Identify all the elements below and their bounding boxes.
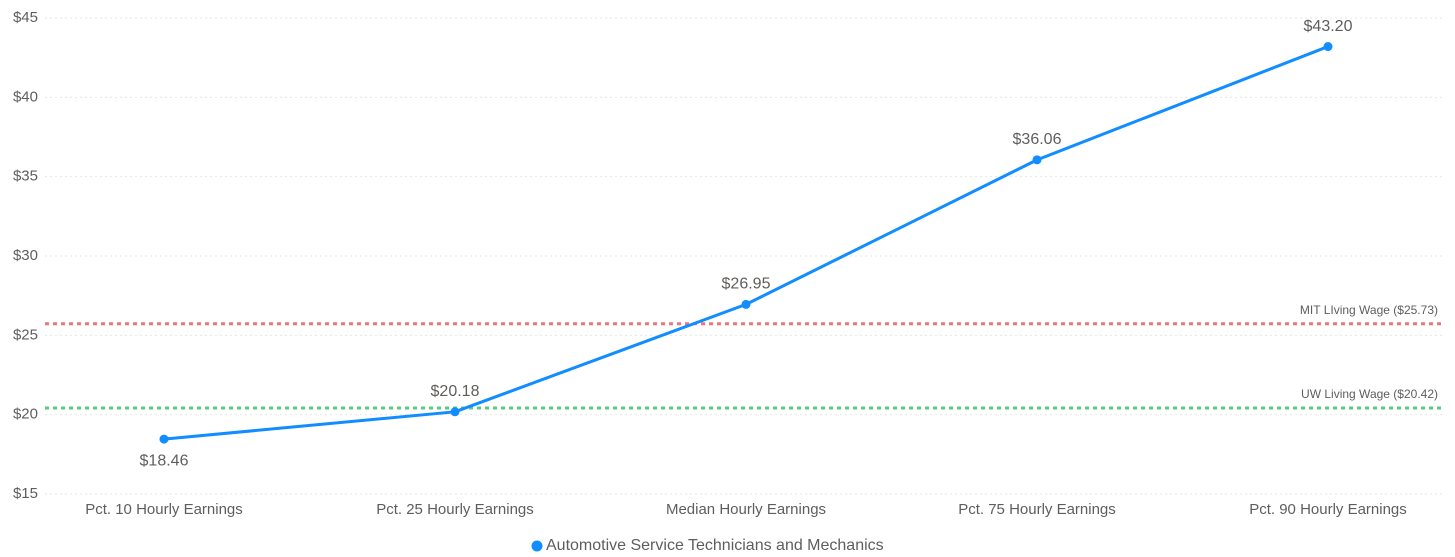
x-tick-label: Pct. 25 Hourly Earnings [376,501,534,518]
y-tick-label: $25 [13,326,38,343]
data-label: $43.20 [1304,18,1353,35]
y-tick-label: $15 [13,485,38,502]
x-tick-label: Pct. 90 Hourly Earnings [1249,501,1407,518]
data-point [741,299,751,309]
x-tick-label: Pct. 75 Hourly Earnings [958,501,1116,518]
reference-label: UW Living Wage ($20.42) [1301,387,1438,401]
x-tick-label: Median Hourly Earnings [666,501,826,518]
y-tick-label: $40 [13,88,38,105]
reference-label: MIT LIving Wage ($25.73) [1300,303,1438,317]
data-point [1032,155,1042,165]
y-tick-label: $30 [13,247,38,264]
data-label: $26.95 [722,276,771,293]
legend-marker [531,540,543,552]
y-tick-label: $45 [13,9,38,26]
series-line [163,45,1329,441]
legend-label: Automotive Service Technicians and Mecha… [546,537,884,554]
data-point [159,434,169,444]
x-tick-label: Pct. 10 Hourly Earnings [85,501,243,518]
data-label: $36.06 [1013,131,1062,148]
data-label: $18.46 [140,452,189,469]
y-tick-label: $35 [13,168,38,185]
data-label: $20.18 [431,383,480,400]
y-tick-label: $20 [13,406,38,423]
data-point [450,407,460,417]
data-point [1323,42,1333,52]
